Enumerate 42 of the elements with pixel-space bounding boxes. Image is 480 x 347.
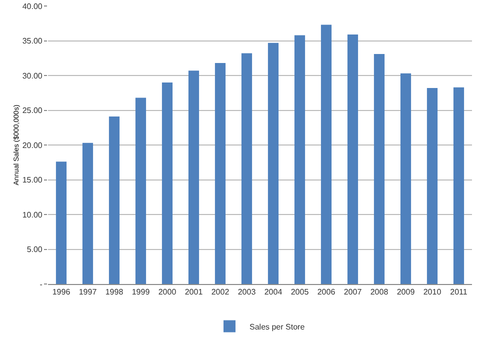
y-tick-label: 5.00 [26, 245, 43, 254]
y-tick-label: - [40, 280, 43, 289]
x-tick-label: 2008 [370, 288, 389, 297]
bar [268, 42, 279, 284]
y-tick-label: 35.00 [22, 36, 43, 46]
x-tick-label: 1996 [52, 288, 71, 297]
bar [426, 88, 438, 284]
x-tick-label: 2003 [238, 288, 256, 297]
x-tick-label: 1998 [105, 288, 124, 297]
x-tick-label: 2000 [158, 288, 177, 297]
bar [347, 34, 358, 284]
x-tick-label: 1997 [78, 288, 98, 297]
y-tick-label: 25.00 [22, 106, 43, 116]
x-tick-label: 2004 [264, 288, 283, 297]
bar [453, 87, 464, 284]
bar [294, 35, 306, 284]
x-tick-label: 2005 [290, 288, 310, 297]
y-tick-label: 15.00 [22, 176, 43, 185]
bar [162, 82, 173, 284]
x-tick-label: 2010 [423, 288, 442, 297]
x-tick-label: 2009 [396, 288, 416, 297]
y-tick-label: 20.00 [22, 140, 43, 150]
x-tick-label: 2002 [211, 288, 230, 297]
x-tick-label: 2001 [184, 288, 204, 297]
bar [400, 73, 412, 284]
y-tick-label: 10.00 [22, 210, 43, 220]
bar [320, 24, 332, 284]
x-tick-label: 2007 [344, 288, 362, 297]
bar [241, 53, 252, 284]
y-tick-label: 40.00 [22, 2, 43, 11]
bar [374, 54, 385, 284]
bar [188, 70, 200, 284]
legend-label: Sales per Store [250, 322, 306, 332]
bar [108, 116, 120, 284]
x-tick-label: 2011 [450, 288, 468, 297]
x-tick-label: 2006 [317, 288, 336, 297]
bar [56, 162, 67, 284]
y-tick-label: 30.00 [22, 71, 43, 80]
bar [214, 62, 226, 284]
bar [135, 98, 146, 284]
bar [82, 142, 94, 284]
x-tick-label: 1999 [132, 288, 150, 297]
